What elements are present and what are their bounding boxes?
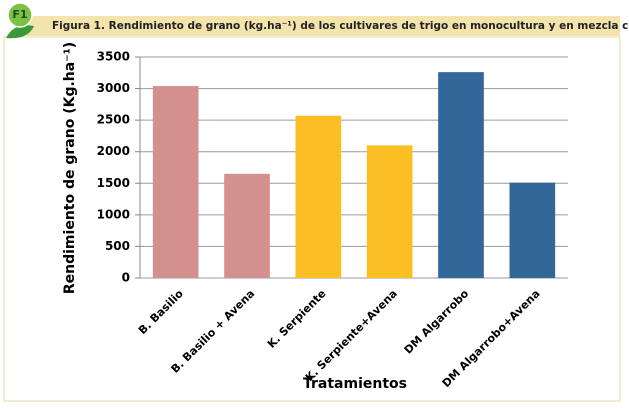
y-tick-label: 500 bbox=[105, 239, 130, 253]
bar bbox=[295, 115, 342, 278]
y-tick-label: 3000 bbox=[97, 81, 130, 95]
bar bbox=[224, 173, 270, 278]
y-tick-label: 2000 bbox=[97, 144, 130, 158]
bar bbox=[438, 72, 484, 278]
y-tick-label: 3500 bbox=[97, 50, 130, 64]
badge-label: F1 bbox=[12, 8, 27, 21]
y-tick-label: 0 bbox=[122, 271, 130, 285]
y-tick-label: 1000 bbox=[97, 207, 130, 221]
bar bbox=[366, 145, 413, 278]
y-tick-label: 2500 bbox=[97, 113, 130, 127]
bar bbox=[509, 182, 556, 278]
badge-circle bbox=[7, 2, 33, 28]
y-tick-label: 1500 bbox=[97, 176, 130, 190]
leaf-icon bbox=[6, 25, 34, 39]
chart-title: Figura 1. Rendimiento de grano (kg.ha⁻¹)… bbox=[52, 20, 629, 32]
title-banner bbox=[26, 16, 620, 36]
bar bbox=[152, 86, 199, 278]
x-axis-title: Tratamientos bbox=[303, 376, 407, 392]
y-axis-title: Rendimiento de grano (Kg.ha⁻¹) bbox=[62, 42, 78, 294]
